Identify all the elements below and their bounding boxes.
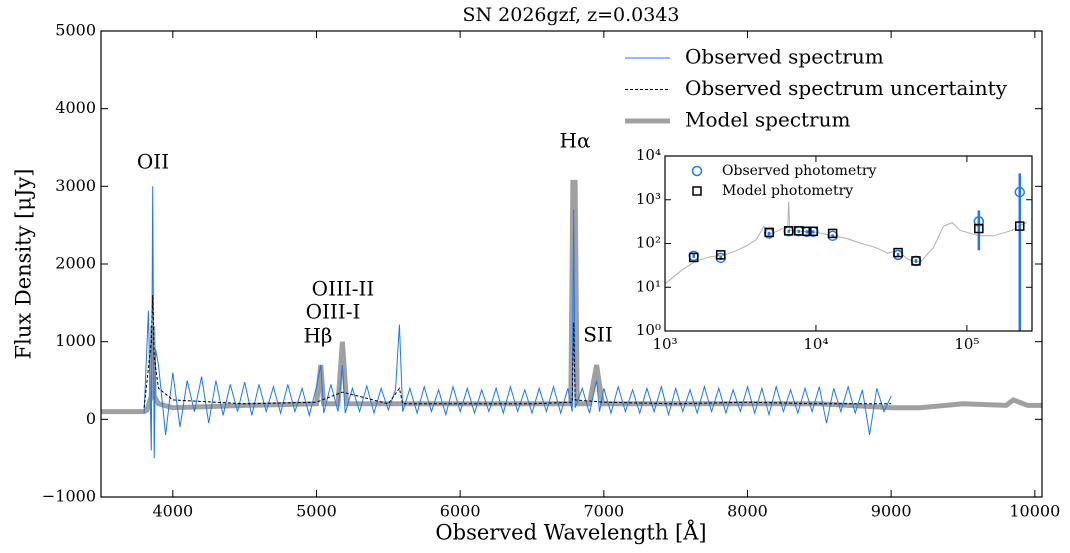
legend-marker: [691, 165, 703, 177]
legend-label: Observed spectrum uncertainty: [685, 76, 1008, 100]
photometry-point: [893, 247, 903, 258]
y-tick-label: −1000: [42, 487, 96, 506]
y-tick-label: 10¹: [636, 277, 661, 295]
spectrum-line: [101, 179, 1042, 415]
main-plot: 4000 5000 6000 7000 8000 9000 10000 −1000 0 1000 2…: [42, 21, 1060, 521]
inset-background: [665, 156, 1032, 331]
y-tick-label: 5000: [55, 21, 96, 40]
photometry-point: [1015, 221, 1025, 231]
inset-plot: 10³ 10⁴ 10⁵ 10⁰ 10¹ 10² 10³ 10⁴ Observed photome…: [636, 146, 1033, 353]
x-axis-label: Observed Wavelength [Å]: [435, 520, 706, 545]
legend-label: Observed photometry: [722, 163, 877, 179]
x-tick-label: 5000: [296, 502, 337, 521]
legend-label: Model spectrum: [685, 108, 850, 132]
y-tick-label: 3000: [55, 176, 96, 195]
legend-label: Observed spectrum: [685, 45, 884, 69]
legend-marker: [692, 186, 702, 196]
x-tick-label: 10000: [1009, 502, 1060, 521]
photometry-point: [1014, 186, 1026, 198]
photometry-point: [974, 223, 984, 234]
y-tick-label: 10⁴: [636, 146, 661, 164]
x-tick-label: 8000: [727, 502, 768, 521]
photometry-point: [764, 227, 774, 238]
photometry-point: [802, 226, 812, 237]
x-tick-label: 6000: [440, 502, 481, 521]
photometry-point: [973, 216, 985, 227]
y-tick-label: 1000: [55, 331, 96, 350]
photometry-point: [783, 226, 794, 236]
spectrum-line: [143, 295, 892, 408]
inset-frame: [664, 155, 1033, 332]
chart-title: SN 2026gzf, z=0.0343: [462, 4, 679, 26]
x-tick-label: 7000: [583, 502, 624, 521]
series-group: [101, 179, 1042, 459]
line-annotation: OIII-II: [312, 277, 375, 301]
line-annotation: Hα: [560, 129, 591, 153]
photometry-point: [911, 256, 921, 266]
line-annotation: Hβ: [303, 324, 332, 348]
x-tick-label: 9000: [871, 502, 912, 521]
y-tick-label: 10³: [636, 190, 661, 208]
photometry-point: [808, 226, 819, 237]
legend-label: Model photometry: [722, 183, 853, 199]
y-tick-label: 4000: [55, 98, 96, 117]
photometry-point: [688, 252, 699, 263]
x-tick-label: 4000: [152, 502, 193, 521]
x-tick-label: 10⁵: [954, 335, 979, 353]
y-tick-label: 10²: [636, 234, 661, 252]
y-tick-label: 2000: [55, 254, 96, 273]
y-axis-label: Flux Density [μJy]: [12, 169, 36, 360]
x-tick-label: 10³: [652, 335, 677, 353]
photometry-point: [715, 250, 726, 260]
x-tick-label: 10⁴: [803, 335, 828, 353]
line-annotation: OIII-I: [306, 300, 361, 324]
spectrum-line: [143, 186, 892, 459]
y-tick-label: 10⁰: [636, 321, 661, 339]
line-annotation: SII: [583, 323, 613, 347]
model-sed-line: [665, 201, 1028, 285]
y-tick-label: 0: [86, 409, 96, 428]
axes-frame: [100, 30, 1043, 498]
line-annotation: OII: [137, 150, 169, 174]
inset-series: [665, 173, 1028, 331]
photometry-point: [827, 228, 838, 239]
